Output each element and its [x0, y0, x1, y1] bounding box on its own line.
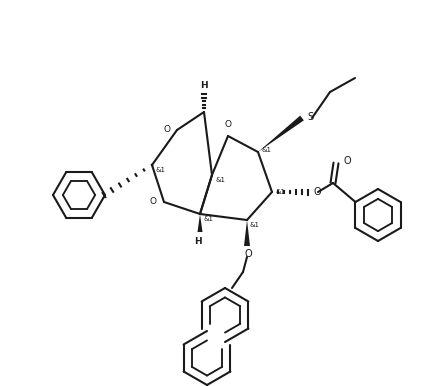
Text: O: O	[343, 156, 351, 166]
Polygon shape	[258, 116, 304, 152]
Text: S: S	[307, 112, 313, 122]
Polygon shape	[198, 214, 203, 232]
Text: &1: &1	[275, 189, 285, 195]
Text: &1: &1	[250, 222, 260, 228]
Text: &1: &1	[261, 147, 271, 153]
Text: O: O	[163, 125, 170, 134]
Text: &1: &1	[203, 216, 213, 222]
Text: O: O	[313, 187, 321, 197]
Text: O: O	[244, 249, 252, 259]
Polygon shape	[244, 220, 250, 246]
Text: O: O	[224, 120, 232, 129]
Text: &1: &1	[155, 167, 165, 173]
Text: &1: &1	[215, 177, 225, 183]
Text: H: H	[194, 237, 202, 246]
Text: H: H	[200, 81, 208, 90]
Text: O: O	[150, 198, 157, 207]
